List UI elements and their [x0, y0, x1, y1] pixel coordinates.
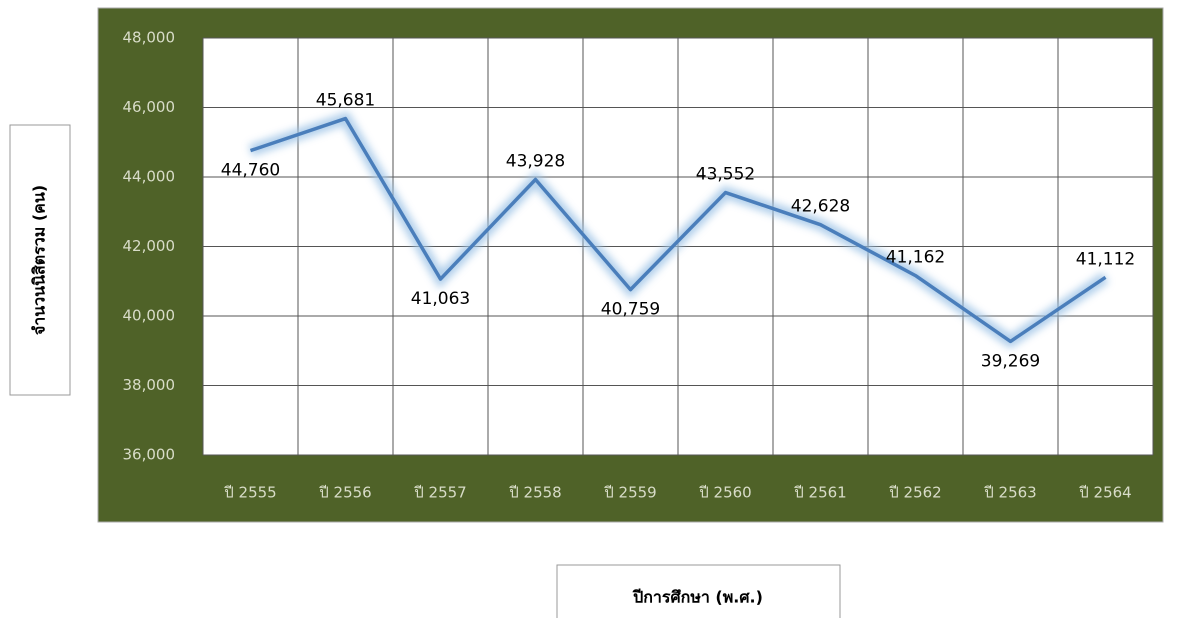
data-label: 40,759 [601, 300, 660, 320]
x-label-box [556, 564, 841, 618]
y-tick-label: 44,000 [123, 168, 176, 186]
data-label: 39,269 [981, 351, 1040, 371]
x-tick-label: ปี 2555 [223, 484, 276, 502]
data-label: 43,928 [506, 152, 565, 172]
data-label: 45,681 [316, 91, 375, 111]
data-label: 43,552 [696, 165, 755, 185]
data-label: 41,112 [1076, 249, 1135, 269]
y-tick-label: 42,000 [123, 237, 176, 255]
line [249, 116, 1107, 344]
x-tick-label: ปี 2559 [603, 484, 656, 502]
y-tick-label: 46,000 [123, 98, 176, 116]
y-tick-label: 40,000 [123, 307, 176, 325]
y-tick-label: 36,000 [123, 446, 176, 464]
x-tick-label: ปี 2560 [698, 484, 751, 502]
x-tick-label: ปี 2562 [888, 484, 941, 502]
x-tick-label: ปี 2556 [318, 484, 371, 502]
x-tick-label: ปี 2563 [983, 484, 1036, 502]
x-tick-label: ปี 2557 [413, 484, 466, 502]
data-label: 42,628 [791, 197, 850, 217]
data-label: 44,760 [221, 161, 280, 181]
x-tick-label: ปี 2561 [793, 484, 846, 502]
y-tick-label: 48,000 [123, 29, 176, 47]
y-label-box [9, 124, 71, 396]
data-label: 41,162 [886, 248, 945, 268]
x-tick-label: ปี 2558 [508, 484, 561, 502]
x-axis-label: ปีการศึกษา (พ.ศ.) [632, 588, 763, 607]
data-label: 41,063 [411, 289, 470, 309]
x-tick-label: ปี 2564 [1078, 484, 1131, 502]
y-tick-label: 38,000 [123, 376, 176, 394]
y-axis-label: จำนวนนิสิตรวม (คน) [30, 185, 49, 335]
